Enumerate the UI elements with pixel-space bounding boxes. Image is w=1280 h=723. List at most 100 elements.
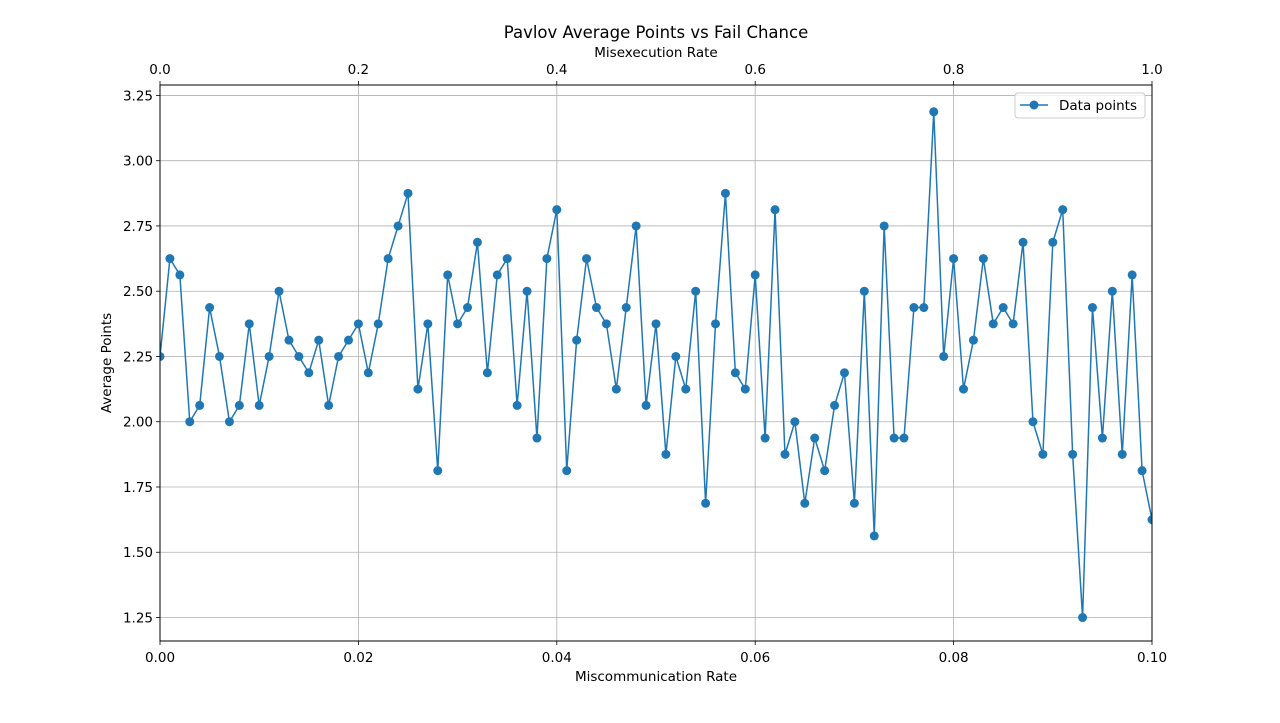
y-tick-label: 2.50: [123, 284, 153, 300]
data-point: [988, 319, 998, 329]
data-point: [601, 319, 611, 329]
data-point: [453, 319, 463, 329]
data-point: [195, 400, 205, 410]
data-point: [720, 188, 730, 198]
x-tick-label: 0.10: [1137, 650, 1167, 666]
data-point: [849, 498, 859, 508]
data-point: [1068, 449, 1078, 459]
x-tick-label: 0.00: [145, 650, 175, 666]
data-point: [899, 433, 909, 443]
x-tick-label: 0.08: [939, 650, 969, 666]
y-tick-label: 2.25: [123, 349, 153, 365]
data-point: [968, 335, 978, 345]
data-point: [820, 466, 830, 476]
data-point: [839, 368, 849, 378]
grid-lines: [159, 85, 1153, 641]
data-point: [1038, 449, 1048, 459]
data-point: [1107, 286, 1117, 296]
data-point: [978, 254, 988, 264]
data-point: [681, 384, 691, 394]
data-point: [274, 286, 284, 296]
data-point: [532, 433, 542, 443]
data-point: [175, 270, 185, 280]
data-point: [472, 237, 482, 247]
data-point: [750, 270, 760, 280]
data-point: [730, 368, 740, 378]
x-tick-label: 0.06: [740, 650, 770, 666]
series-group: [160, 107, 1152, 623]
y-tick-label: 2.00: [123, 415, 153, 431]
data-point: [830, 400, 840, 410]
data-point: [1058, 205, 1068, 215]
data-point: [1018, 237, 1028, 247]
data-point: [1127, 270, 1137, 280]
data-point: [998, 303, 1008, 313]
data-point: [512, 400, 522, 410]
data-point: [314, 335, 324, 345]
plot-frame: [159, 84, 1153, 642]
data-point: [1078, 613, 1088, 623]
data-point: [1048, 237, 1058, 247]
data-point: [353, 319, 363, 329]
data-point: [909, 303, 919, 313]
data-point: [770, 205, 780, 215]
data-point: [502, 254, 512, 264]
y-tick-label: 1.75: [123, 480, 153, 496]
y-tick-label: 1.25: [123, 611, 153, 627]
data-point: [482, 368, 492, 378]
data-point: [1087, 303, 1097, 313]
data-point: [334, 351, 344, 361]
data-point: [711, 319, 721, 329]
data-point: [185, 417, 195, 427]
data-point: [284, 335, 294, 345]
top-tick-label: 1.0: [1141, 62, 1162, 78]
data-point: [810, 433, 820, 443]
y-tick-label: 3.00: [123, 154, 153, 170]
data-point: [343, 335, 353, 345]
data-point: [790, 417, 800, 427]
top-axis-label: Misexecution Rate: [594, 45, 717, 61]
data-point: [582, 254, 592, 264]
legend: Data points: [1014, 92, 1146, 119]
y-tick-label: 3.25: [123, 88, 153, 104]
chart-title: Pavlov Average Points vs Fail Chance: [504, 23, 808, 42]
data-point: [234, 400, 244, 410]
data-point: [433, 466, 443, 476]
data-point: [562, 466, 572, 476]
data-point: [324, 400, 334, 410]
y-tick-label: 1.50: [123, 545, 153, 561]
data-point: [423, 319, 433, 329]
data-point: [869, 531, 879, 541]
data-point: [522, 286, 532, 296]
y-tick-label: 2.75: [123, 219, 153, 235]
legend-box: [1014, 92, 1146, 119]
top-tick-label: 0.2: [348, 62, 369, 78]
data-point: [492, 270, 502, 280]
data-point: [443, 270, 453, 280]
data-point: [859, 286, 869, 296]
data-point: [542, 254, 552, 264]
data-point: [165, 254, 175, 264]
data-point: [1008, 319, 1018, 329]
data-point: [1097, 433, 1107, 443]
data-point: [403, 188, 413, 198]
data-point: [651, 319, 661, 329]
data-point: [393, 221, 403, 231]
data-point: [740, 384, 750, 394]
data-point: [780, 449, 790, 459]
data-point: [244, 319, 254, 329]
legend-marker-swatch: [1029, 100, 1039, 110]
y-axis-label: Average Points: [99, 313, 115, 413]
data-point: [671, 351, 681, 361]
legend-label: Data points: [1059, 98, 1137, 114]
data-point: [929, 107, 939, 117]
data-point: [552, 205, 562, 215]
data-point: [1147, 515, 1152, 525]
data-point: [661, 449, 671, 459]
data-point: [254, 400, 264, 410]
data-point: [939, 351, 949, 361]
data-point: [879, 221, 889, 231]
data-point: [215, 351, 225, 361]
